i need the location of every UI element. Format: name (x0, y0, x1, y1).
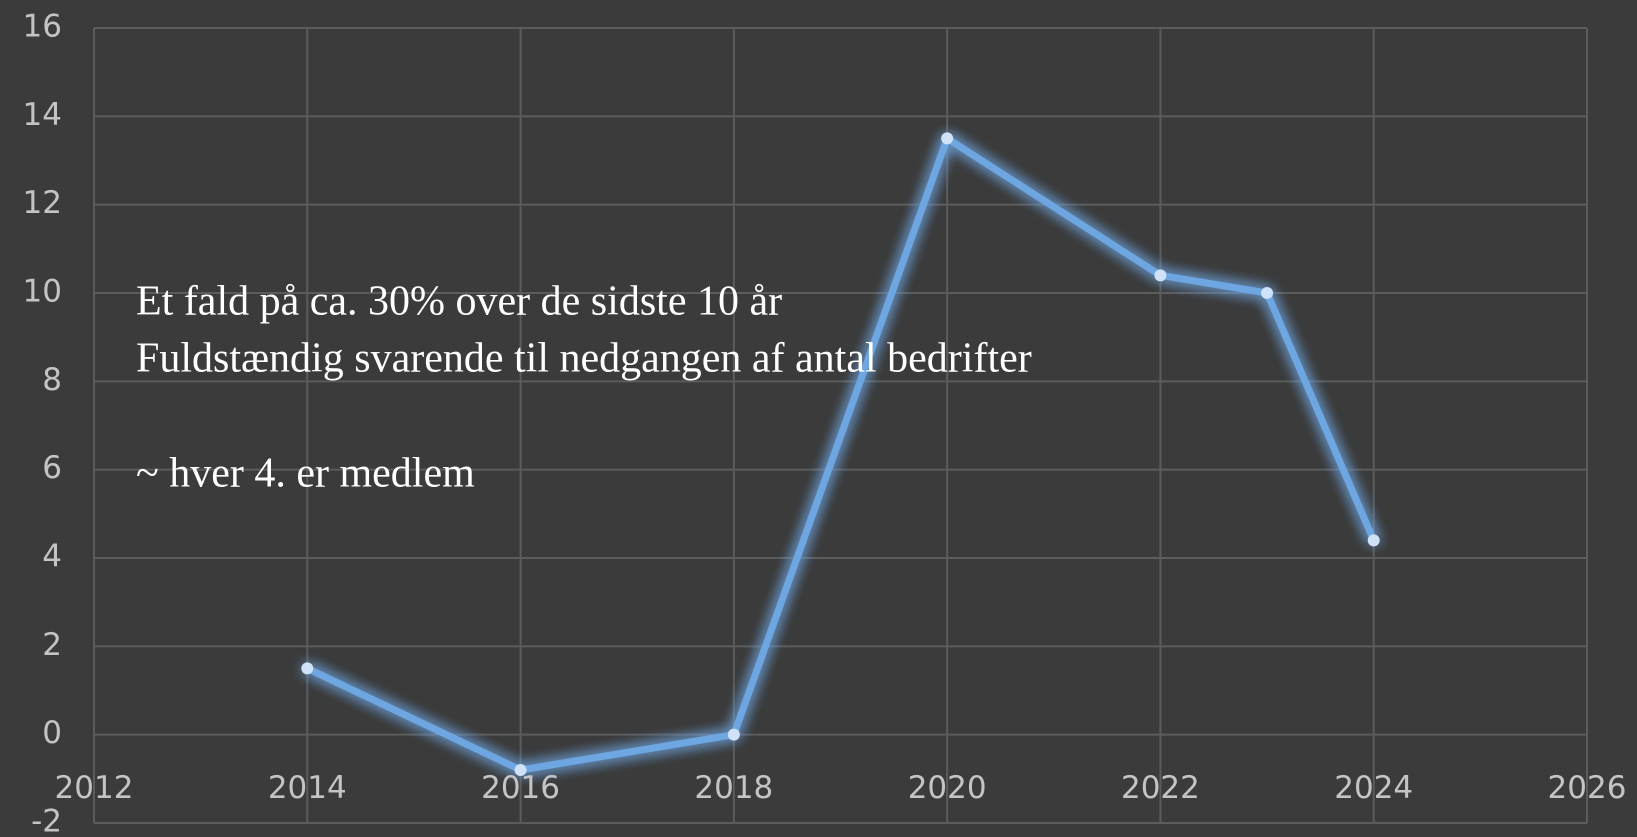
y-tick-label: 16 (23, 9, 62, 45)
data-point (941, 132, 954, 145)
y-tick-label: 8 (42, 362, 62, 398)
x-tick-label: 2018 (694, 770, 773, 806)
y-tick-label: 2 (42, 627, 62, 663)
data-point (1154, 269, 1167, 282)
annotation: ~ hver 4. er medlem (136, 451, 475, 497)
y-tick-label: 14 (23, 97, 62, 133)
y-tick-label: 4 (42, 539, 62, 575)
data-point (514, 764, 527, 776)
data-point (1261, 287, 1274, 299)
x-tick-label: 2022 (1121, 770, 1200, 806)
y-tick-label: 10 (23, 274, 62, 310)
y-tick-label: 12 (23, 185, 62, 221)
y-tick-label: -2 (31, 804, 62, 837)
x-tick-label: 2012 (55, 770, 134, 806)
annotation: Et fald på ca. 30% over de sidste 10 år (136, 279, 782, 325)
x-tick-label: 2026 (1548, 770, 1627, 806)
x-tick-label: 2014 (268, 770, 347, 806)
x-tick-label: 2016 (481, 770, 560, 806)
annotation: Fuldstændig svarende til nedgangen af an… (136, 336, 1032, 382)
x-tick-label: 2020 (908, 770, 987, 806)
labels: -2 0 2 4 6 8 10 12 14 16 2012 2014 2016 2018 2020 2022 2… (23, 9, 1627, 837)
data-point (727, 728, 740, 741)
data-point (1367, 534, 1380, 547)
x-tick-label: 2024 (1334, 770, 1413, 806)
grid (93, 27, 1588, 824)
marks (301, 132, 1380, 776)
y-tick-label: 0 (42, 715, 62, 751)
y-tick-label: 6 (42, 450, 62, 486)
data-point (301, 662, 314, 675)
